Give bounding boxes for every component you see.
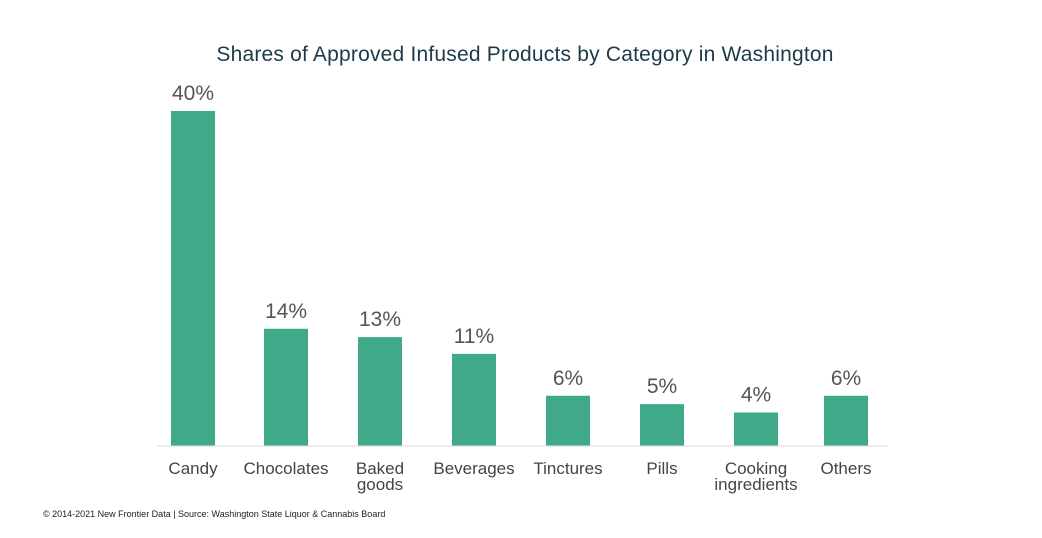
bar-candy [171,111,215,446]
value-label: 5% [647,375,677,398]
bar-others [824,395,868,446]
category-label: Baked goods [356,459,404,494]
bar-cooking-ingredients [734,412,778,446]
bar-tinctures [546,395,590,446]
category-label: Others [820,459,871,478]
bar-chocolates [264,328,308,446]
category-label: Candy [168,459,218,478]
bar-beverages [452,353,496,446]
bar-baked-goods [358,337,402,446]
category-label: Beverages [433,459,514,478]
category-labels-layer: Candy Chocolates Baked goods Beverages Tinctu… [168,459,871,494]
category-label: Chocolates [243,459,328,478]
value-label: 14% [265,300,307,323]
value-label: 40% [172,82,214,105]
category-label: Pills [646,459,677,478]
bars-layer [171,111,868,446]
value-label: 4% [741,384,771,407]
value-label: 6% [831,367,861,390]
category-label: Tinctures [533,459,602,478]
value-label: 11% [454,325,494,348]
value-label: 6% [553,367,583,390]
chart-title: Shares of Approved Infused Products by C… [216,43,834,66]
category-label: Cooking ingredients [714,459,797,494]
bar-pills [640,404,684,446]
value-labels-layer: 40% 14% 13% 11% 6% 5% 4% 6% [172,82,861,407]
footer-source-note: © 2014-2021 New Frontier Data | Source: … [43,509,386,519]
value-label: 13% [359,308,401,331]
